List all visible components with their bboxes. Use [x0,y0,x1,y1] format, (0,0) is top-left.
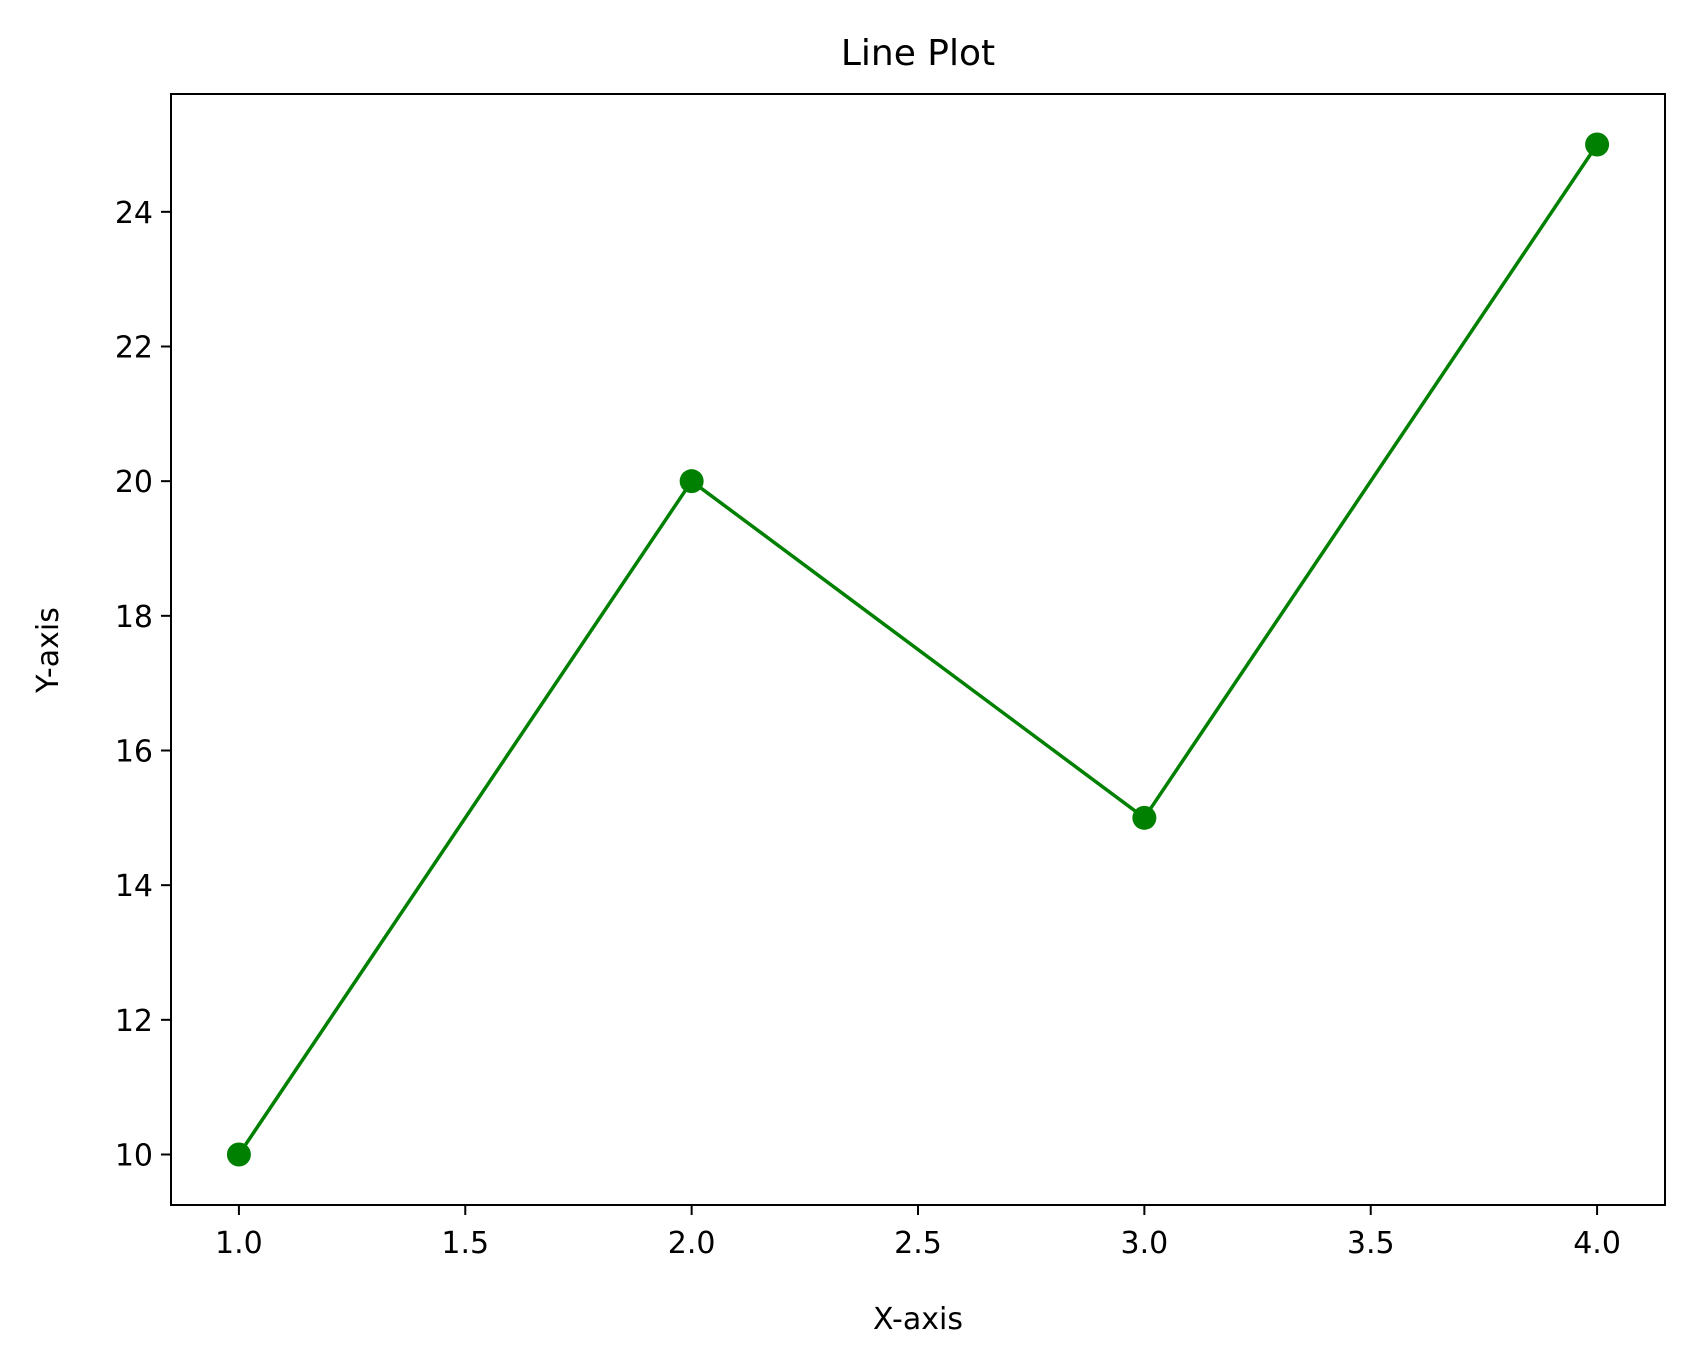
x-tick-label: 1.5 [441,1226,489,1261]
x-tick-label: 3.5 [1347,1226,1395,1261]
y-tick-label: 24 [115,196,153,231]
data-point-marker [226,1142,251,1167]
data-point-marker [679,469,704,494]
x-axis-label: X-axis [873,1302,963,1337]
y-tick-label: 18 [115,600,153,635]
x-tick-label: 3.0 [1121,1226,1169,1261]
x-tick-label: 1.0 [215,1226,263,1261]
x-tick-label: 4.0 [1573,1226,1621,1261]
y-tick-label: 12 [115,1004,153,1039]
y-tick-label: 14 [115,869,153,904]
y-tick-label: 10 [115,1139,153,1174]
series-layer [226,132,1610,1167]
chart-title: Line Plot [841,33,995,74]
data-point-marker [1585,132,1610,157]
y-axis-label: Y-axis [31,607,66,694]
y-axis-ticks: 10 12 14 16 18 20 22 24 [115,196,171,1174]
y-tick-label: 20 [115,465,153,500]
y-tick-label: 22 [115,331,153,366]
x-axis-ticks: 1.0 1.5 2.0 2.5 3.0 3.5 4.0 [215,1205,1621,1261]
y-tick-label: 16 [115,735,153,770]
series-line [237,142,1599,1157]
x-tick-label: 2.0 [668,1226,716,1261]
data-point-marker [1132,805,1157,830]
x-tick-label: 2.5 [894,1226,942,1261]
